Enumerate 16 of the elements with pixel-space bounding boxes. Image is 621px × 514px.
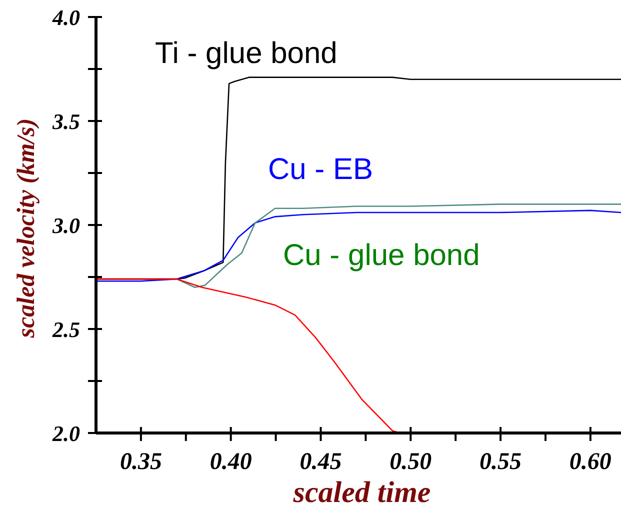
x-tick-label: 0.40: [210, 449, 252, 475]
y-axis-title: scaled velocity (km/s): [13, 118, 41, 338]
y-tick-label: 3.5: [52, 109, 80, 134]
series-label: Cu - glue bond: [283, 238, 480, 274]
series-label: Ti - glue bond: [155, 36, 338, 72]
x-axis-title: scaled time: [293, 476, 431, 510]
y-tick-label: 3.0: [52, 213, 80, 238]
y-tick-label: 2.0: [52, 421, 80, 446]
x-tick-label: 0.60: [569, 449, 612, 475]
x-tick-label: 0.50: [390, 449, 432, 475]
series-label: Cu - EB: [268, 152, 374, 188]
y-tick-label: 2.5: [52, 317, 80, 342]
x-tick-label: 0.55: [480, 449, 522, 475]
x-tick-label: 0.45: [300, 449, 342, 475]
y-tick-label: 4.0: [52, 5, 80, 30]
x-tick-label: 0.35: [120, 449, 162, 475]
